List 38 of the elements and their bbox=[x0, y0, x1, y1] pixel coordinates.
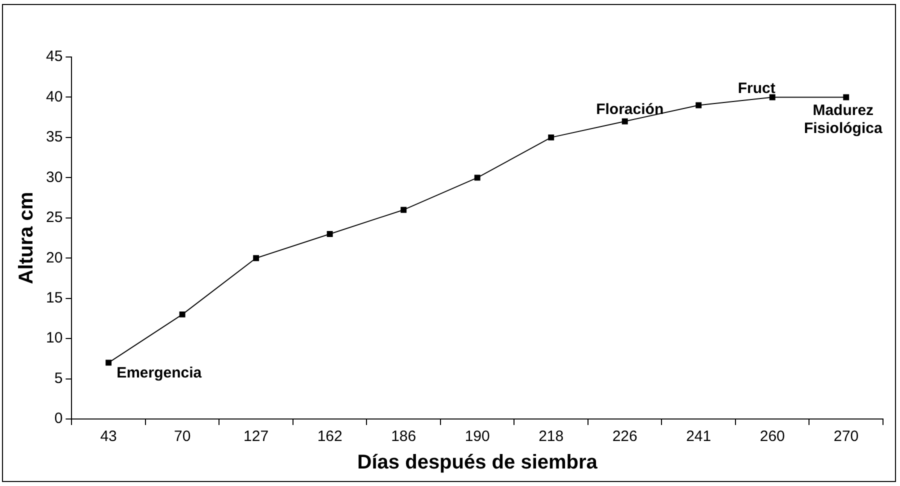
x-tick-label: 190 bbox=[464, 428, 490, 446]
x-tick-label: 186 bbox=[391, 428, 416, 446]
x-tick-label: 70 bbox=[174, 428, 191, 446]
x-tick-label: 162 bbox=[317, 428, 342, 446]
point bbox=[474, 174, 480, 181]
point bbox=[769, 94, 776, 100]
y-tick-label: 45 bbox=[46, 48, 63, 66]
y-tick-label: 30 bbox=[46, 168, 63, 186]
point bbox=[548, 134, 554, 140]
x-axis-title: Días después de siembra bbox=[357, 452, 598, 474]
x-tick-label: 43 bbox=[100, 428, 117, 446]
y-tick-label: 0 bbox=[54, 410, 63, 428]
point bbox=[622, 118, 628, 124]
x-tick-label: 270 bbox=[834, 428, 859, 446]
point bbox=[696, 102, 702, 108]
x-tick-label: 241 bbox=[686, 428, 712, 446]
y-tick-label: 20 bbox=[46, 249, 63, 266]
x-tick-label: 260 bbox=[760, 428, 785, 446]
point bbox=[843, 94, 850, 100]
y-axis-title: Altura cm bbox=[16, 192, 38, 284]
y-tick-label: 5 bbox=[54, 370, 63, 387]
x-tick-label: 226 bbox=[612, 428, 638, 446]
annotation: Emergencia bbox=[116, 364, 202, 382]
point bbox=[179, 311, 186, 318]
y-tick-label: 10 bbox=[46, 330, 63, 347]
annotation: Madurez Fisiológica bbox=[804, 102, 883, 137]
point bbox=[326, 231, 333, 237]
point bbox=[253, 255, 260, 262]
y-tick-label: 35 bbox=[46, 128, 63, 146]
point bbox=[400, 206, 407, 213]
x-tick-label: 218 bbox=[538, 428, 564, 446]
annotation: Fruct bbox=[738, 80, 776, 97]
annotation: Floración bbox=[596, 100, 664, 118]
x-tick-label: 127 bbox=[244, 428, 269, 446]
y-tick-label: 25 bbox=[46, 209, 63, 226]
y-tick-label: 40 bbox=[46, 88, 63, 106]
y-tick-label: 15 bbox=[46, 289, 63, 306]
point bbox=[106, 360, 112, 366]
